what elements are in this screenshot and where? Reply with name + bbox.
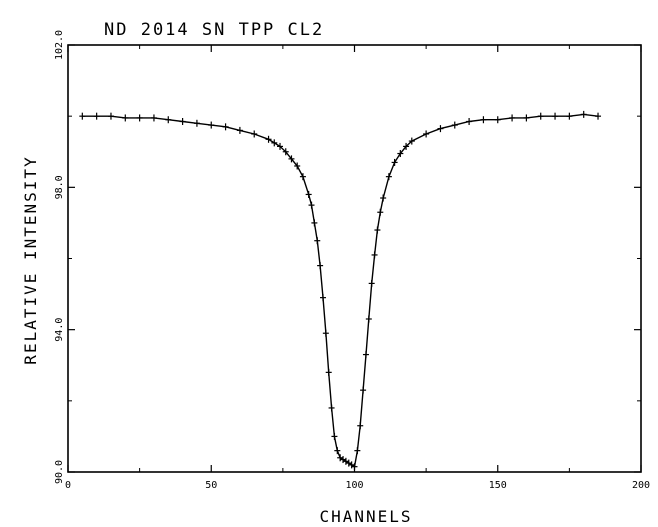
x-tick-label: 50 <box>205 480 217 491</box>
data-point <box>222 123 229 131</box>
axes-layer: 0 50 100 150 200 90.0 94.0 98.0 102.0 <box>54 30 650 491</box>
data-point <box>122 114 129 122</box>
chart-title: ND 2014 SN TPP CL2 <box>104 20 324 40</box>
data-point <box>345 459 352 467</box>
data-point <box>397 150 404 158</box>
x-tick-label: 0 <box>65 480 71 491</box>
data-point <box>451 121 458 129</box>
data-point <box>371 251 378 259</box>
data-point <box>337 454 344 462</box>
y-tick-label: 102.0 <box>54 30 65 60</box>
data-point <box>277 142 284 150</box>
data-point <box>595 112 602 120</box>
data-point <box>380 194 387 202</box>
data-point <box>136 114 143 122</box>
data-point <box>480 116 487 124</box>
data-point <box>362 351 369 359</box>
data-point <box>328 404 335 412</box>
y-tick-label: 98.0 <box>54 175 65 199</box>
data-point <box>423 130 430 138</box>
data-point <box>107 112 114 120</box>
data-point <box>251 130 258 138</box>
data-point <box>325 368 332 376</box>
x-tick-label: 100 <box>345 480 363 491</box>
data-point <box>179 118 186 126</box>
data-point <box>331 432 338 440</box>
data-point <box>357 422 364 430</box>
data-point <box>509 114 516 122</box>
data-point <box>466 118 473 126</box>
data-point <box>150 114 157 122</box>
data-point <box>288 155 295 163</box>
data-point <box>365 315 372 323</box>
data-point <box>342 457 349 465</box>
data-point <box>437 125 444 133</box>
data-point <box>282 148 289 156</box>
data-point <box>377 208 384 216</box>
data-point <box>236 126 243 134</box>
data-point <box>351 463 358 471</box>
data-point <box>265 135 272 143</box>
data-point <box>566 112 573 120</box>
x-tick-label: 200 <box>632 480 650 491</box>
data-point <box>552 112 559 120</box>
data-point <box>368 279 375 287</box>
data-point <box>334 447 341 455</box>
data-point <box>403 142 410 150</box>
fit-curve <box>82 113 599 468</box>
data-point <box>299 173 306 181</box>
data-point <box>408 137 415 145</box>
data-point <box>580 110 587 118</box>
data-point <box>79 112 86 120</box>
data-point <box>208 121 215 129</box>
data-point <box>340 456 347 464</box>
data-point <box>537 112 544 120</box>
data-point <box>314 237 321 245</box>
data-point <box>391 158 398 166</box>
data-point <box>523 114 530 122</box>
data-point <box>360 386 367 394</box>
data-layer <box>79 110 602 471</box>
y-tick-label: 94.0 <box>54 318 65 342</box>
data-point <box>93 112 100 120</box>
plot-frame <box>67 44 642 473</box>
data-point <box>311 219 318 227</box>
data-point <box>305 190 312 198</box>
data-point <box>193 119 200 127</box>
data-point <box>294 162 301 170</box>
x-axis-label: CHANNELS <box>319 507 412 526</box>
data-point <box>322 329 329 337</box>
data-point <box>354 447 361 455</box>
data-point <box>308 201 315 209</box>
y-axis-label: RELATIVE INTENSITY <box>21 155 40 364</box>
data-point <box>271 139 278 147</box>
data-point <box>348 461 355 469</box>
data-point <box>494 116 501 124</box>
data-point <box>385 173 392 181</box>
x-tick-label: 150 <box>489 480 507 491</box>
data-point <box>165 116 172 124</box>
data-point <box>319 294 326 302</box>
data-point <box>317 262 324 270</box>
data-point <box>374 226 381 234</box>
y-tick-label: 90.0 <box>54 460 65 484</box>
